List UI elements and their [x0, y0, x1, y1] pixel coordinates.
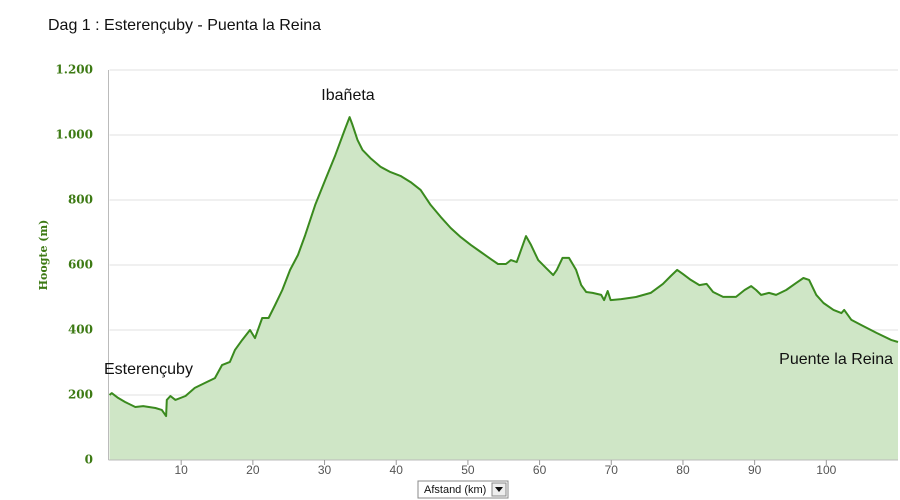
y-tick-label: 800	[68, 193, 93, 207]
y-tick-label: 1.000	[55, 128, 93, 142]
y-tick-label: 200	[68, 388, 93, 402]
y-tick-label: 600	[68, 258, 93, 272]
chart-title: Dag 1 : Esterençuby - Puenta la Reina	[48, 17, 321, 34]
area-fill	[109, 117, 898, 460]
annotation: Esterençuby	[104, 361, 193, 378]
annotation: Ibañeta	[321, 87, 374, 104]
elevation-line	[108, 116, 899, 418]
x-tick-label: 90	[748, 463, 762, 477]
x-tick-label: 30	[318, 463, 332, 477]
x-tick-label: 100	[816, 463, 836, 477]
x-tick-label: 60	[533, 463, 547, 477]
x-tick-label: 50	[461, 463, 475, 477]
x-tick-label: 80	[676, 463, 690, 477]
x-tick-label: 20	[246, 463, 260, 477]
x-tick-label: 70	[605, 463, 619, 477]
x-tick-label: 10	[175, 463, 189, 477]
y-tick-label: 0	[85, 453, 93, 467]
y-axis-label: Hoogte (m)	[37, 220, 50, 291]
y-tick-label: 400	[68, 323, 93, 337]
annotation: Puente la Reina	[779, 351, 893, 368]
x-tick-label: 40	[390, 463, 404, 477]
x-axis-selector[interactable]: Afstand (km)	[417, 480, 509, 499]
selector-arrow[interactable]	[495, 487, 503, 492]
y-tick-label: 1.200	[55, 63, 93, 77]
x-axis-label[interactable]: Afstand (km)	[424, 484, 486, 496]
selector-box[interactable]	[417, 480, 509, 499]
